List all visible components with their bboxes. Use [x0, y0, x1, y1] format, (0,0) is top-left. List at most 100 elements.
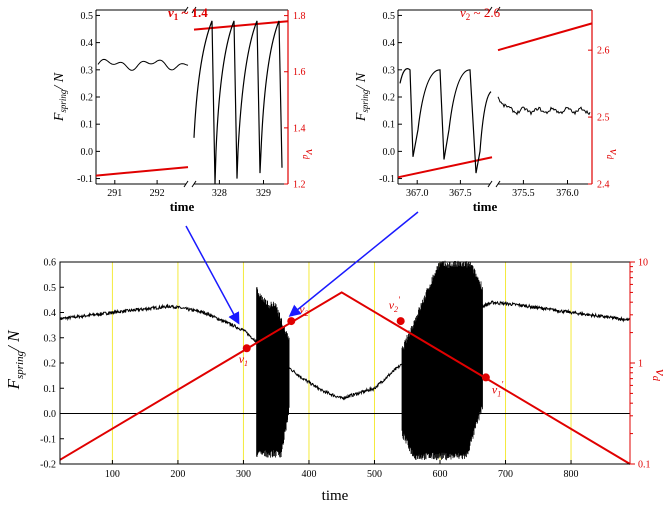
- inset-y-tick-label: 0.5: [383, 11, 396, 22]
- inset-y-axis-label: Fspring/ N: [52, 72, 68, 122]
- inset-1: -0.1 0.0 0.1 0.2 0.3 0.4 0.5 1.2 1.4 1.6 1.8 291 292…: [52, 6, 318, 214]
- velocity-point: [242, 344, 251, 353]
- inset-y-tick-label: 0.2: [383, 93, 396, 104]
- y-tick-label: 0.0: [44, 409, 57, 420]
- inset-velocity-right: [193, 20, 289, 31]
- velocity-point: [481, 373, 490, 382]
- y-tick-label: 0.4: [44, 308, 57, 319]
- inset-y2-tick-label: 2.5: [597, 113, 610, 124]
- x-tick-label: 100: [105, 469, 120, 480]
- y2-tick-label: 1: [638, 359, 643, 370]
- x-tick-label: 500: [367, 469, 382, 480]
- svg-text:Fspring/ N: Fspring/ N: [52, 72, 68, 122]
- inset-y-tick-label: 0.4: [383, 38, 396, 49]
- inset-y2-tick-label: 2.4: [597, 180, 610, 191]
- velocity-point: [287, 317, 296, 326]
- svg-text:Fspring/ N: Fspring/ N: [4, 329, 26, 390]
- y-tick-label: 0.5: [44, 283, 57, 294]
- main-y2-axis-label: vd: [650, 369, 668, 382]
- main-plot-frame: [59, 261, 631, 465]
- inset-y-tick-label: -0.1: [379, 174, 395, 185]
- inset-force-line: [497, 96, 591, 116]
- y-tick-label: 0.6: [44, 258, 57, 269]
- inset-y-tick-label: 0.3: [383, 65, 396, 76]
- inset-x-tick-label: 291: [107, 188, 122, 199]
- main-chart: v1 v2 v2' v1' 100 200 300 400 500 600 700 800 -0.2…: [4, 258, 668, 505]
- inset-y2-axis-label: vd: [301, 149, 318, 160]
- x-tick-label: 800: [564, 469, 579, 480]
- inset-x-tick-label: 376.0: [556, 188, 579, 199]
- svg-text:Fspring/ N: Fspring/ N: [354, 72, 370, 122]
- inset-velocity-right: [497, 22, 593, 52]
- inset2-annotation: v2 ~ 2.6: [460, 5, 501, 22]
- velocity-point-label: v2: [299, 302, 308, 318]
- force-line: [59, 300, 631, 401]
- velocity-point-label: v1': [492, 379, 504, 398]
- y-tick-label: 0.3: [44, 333, 57, 344]
- inset-y-axis-label: Fspring/ N: [354, 72, 370, 122]
- inset-sawtooth: [399, 68, 492, 174]
- inset-y2-tick-label: 1.6: [293, 67, 306, 78]
- axis-break: [191, 6, 197, 14]
- y-tick-label: 0.1: [44, 384, 57, 395]
- inset-y2-tick-label: 1.8: [293, 11, 306, 22]
- x-tick-label: 400: [301, 469, 316, 480]
- y-tick-label: 0.2: [44, 359, 57, 370]
- arrow-inset1: [185, 225, 240, 325]
- axis-break: [495, 6, 501, 14]
- velocity-line: [59, 291, 631, 465]
- inset-x-tick-label: 367.5: [449, 188, 472, 199]
- axis-break: [487, 180, 493, 188]
- inset-y2-tick-label: 1.2: [293, 180, 306, 191]
- inset-y2-axis-label: vd: [605, 149, 622, 160]
- inset-y-tick-label: 0.1: [383, 120, 396, 131]
- inset-y2-tick-label: 2.6: [597, 46, 610, 57]
- inset-y-tick-label: 0.0: [81, 147, 94, 158]
- x-tick-label: 200: [170, 469, 185, 480]
- x-tick-label: 700: [498, 469, 513, 480]
- inset-velocity-left: [95, 166, 189, 177]
- inset-2: -0.1 0.0 0.1 0.2 0.3 0.4 0.5 2.4 2.5 2.6 367.0 367.…: [354, 6, 622, 214]
- x-tick-label: 300: [236, 469, 251, 480]
- inset-velocity-left: [397, 156, 493, 179]
- velocity-point: [396, 317, 405, 326]
- main-y-axis-label: Fspring/ N: [4, 329, 26, 390]
- y2-tick-label: 0.1: [638, 460, 651, 471]
- inset-y-tick-label: 0.1: [81, 120, 94, 131]
- axis-break: [183, 6, 189, 14]
- inset-x-tick-label: 367.0: [406, 188, 429, 199]
- axis-break: [183, 180, 189, 188]
- main-x-axis-label: time: [322, 488, 349, 504]
- inset-y-tick-label: 0.0: [383, 147, 396, 158]
- y2-tick-label: 10: [638, 258, 648, 269]
- axis-break: [495, 180, 501, 188]
- svg-text:vd: vd: [301, 149, 318, 160]
- inset-x-tick-label: 292: [150, 188, 165, 199]
- inset-y-tick-label: 0.3: [81, 65, 94, 76]
- stick-slip-region: [256, 287, 290, 458]
- axis-break: [191, 180, 197, 188]
- x-tick-label: 600: [433, 469, 448, 480]
- inset1-annotation: v1 ~ 1.4: [168, 5, 208, 22]
- inset-y2-tick-label: 1.4: [293, 123, 306, 134]
- axis-break: [487, 6, 493, 14]
- arrow-inset2: [288, 211, 419, 317]
- y-tick-label: -0.1: [40, 434, 56, 445]
- stick-slip-region: [401, 260, 483, 461]
- inset-y-tick-label: 0.5: [81, 11, 94, 22]
- svg-text:vd: vd: [605, 149, 622, 160]
- inset-x-tick-label: 328: [212, 188, 227, 199]
- inset-sawtooth: [193, 20, 283, 185]
- inset-x-axis-label: time: [170, 199, 195, 214]
- inset-y-tick-label: -0.1: [77, 174, 93, 185]
- y-tick-label: -0.2: [40, 460, 56, 471]
- inset-x-axis-label: time: [473, 199, 498, 214]
- velocity-point-label: v1: [239, 352, 248, 368]
- inset-x-tick-label: 329: [256, 188, 271, 199]
- inset-y-tick-label: 0.2: [81, 93, 94, 104]
- inset-x-tick-label: 375.5: [512, 188, 535, 199]
- velocity-point-label: v2': [389, 295, 401, 314]
- inset-force-line: [97, 58, 189, 71]
